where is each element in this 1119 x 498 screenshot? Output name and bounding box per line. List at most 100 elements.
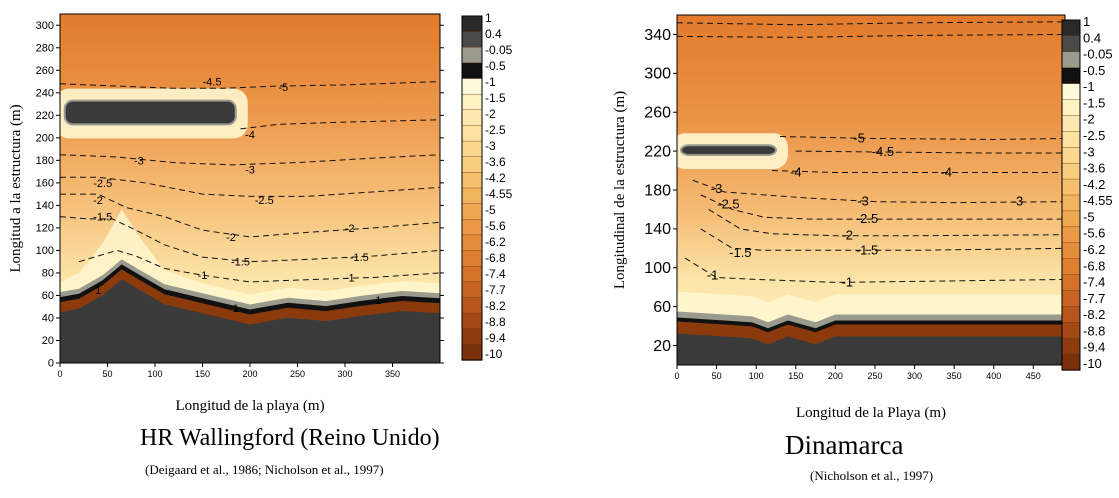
right-chart: -5-4.5-4 -4-3-3 -3-2.5-2.5-2-1.5 -1.5-1 -120…: [612, 14, 1113, 421]
left-colorbar-label: -7.4: [485, 267, 506, 281]
left-contour-label: -1: [198, 270, 208, 282]
left-colorbar-label: -1: [485, 75, 496, 89]
left-colorbar-swatch: [461, 172, 483, 189]
left-colorbar-label: -2: [485, 107, 496, 121]
right-colorbar-label: 1: [1083, 14, 1090, 29]
left-colorbar-swatch: [461, 297, 483, 314]
left-colorbar-swatch: [461, 109, 483, 127]
right-contour-label: -4.5: [872, 144, 894, 159]
left-y-tick-label: 200: [36, 133, 54, 145]
left-y-tick-label: 140: [36, 200, 54, 212]
left-colorbar-label: -6.8: [485, 251, 506, 265]
right-colorbar-label: -9.4: [1083, 340, 1105, 355]
left-contour-label: 1: [375, 295, 381, 307]
right-y-tick-label: 140: [644, 221, 671, 238]
right-x-tick-label: 100: [749, 371, 764, 381]
left-y-tick-label: 160: [36, 178, 54, 190]
left-y-tick-label: 60: [42, 290, 54, 302]
right-colorbar-label: -1.5: [1083, 95, 1105, 110]
right-y-tick-label: 100: [644, 260, 671, 277]
right-contour-label: -2.5: [717, 197, 739, 212]
left-contour-label: -4.5: [203, 77, 222, 89]
right-colorbar-swatch: [1061, 51, 1081, 69]
left-x-tick-label: 300: [337, 369, 352, 379]
left-contour-label: -5: [278, 82, 288, 94]
right-contour-line: [700, 194, 1065, 220]
right-colorbar-swatch: [1061, 115, 1081, 133]
right-x-axis-label: Longitud de la Playa (m): [796, 405, 946, 421]
left-breakwater: [63, 99, 237, 126]
right-colorbar-label: -6.8: [1083, 258, 1105, 273]
left-y-tick-label: 220: [36, 110, 54, 122]
right-contour-label: -1: [841, 274, 853, 289]
left-colorbar-label: 0.4: [485, 27, 502, 41]
left-colorbar-swatch: [461, 62, 483, 80]
left-y-tick-label: 280: [36, 42, 54, 54]
left-colorbar-swatch: [461, 187, 483, 205]
right-colorbar-swatch: [1061, 290, 1081, 308]
left-contour-label: 1: [233, 303, 239, 315]
left-y-axis-label: Longitud a la estructura (m): [8, 104, 24, 272]
left-colorbar-label: -8.2: [485, 299, 506, 313]
right-colorbar-label: -4.2: [1083, 177, 1105, 192]
left-colorbar-swatch: [461, 234, 483, 252]
right-colorbar-label: -8.8: [1083, 323, 1105, 338]
left-x-tick-label: 350: [385, 369, 400, 379]
left-colorbar-label: -4.2: [485, 171, 506, 185]
right-x-tick-label: 50: [712, 371, 722, 381]
left-colorbar-swatch: [461, 156, 483, 174]
right-contour-label: -2.5: [856, 211, 878, 226]
right-colorbar-swatch: [1061, 226, 1081, 244]
right-colorbar-label: -5.6: [1083, 226, 1105, 241]
right-colorbar-swatch: [1061, 337, 1081, 355]
left-colorbar-swatch: [461, 281, 483, 299]
right-colorbar-swatch: [1061, 162, 1081, 180]
right-contour-line: [708, 209, 1065, 237]
left-colorbar-swatch: [461, 47, 483, 64]
right-y-tick-label: 180: [644, 182, 671, 199]
left-contour-label: -1.5: [350, 252, 369, 264]
right-colorbar-label: -1: [1083, 79, 1095, 94]
left-colorbar-label: -9.4: [485, 331, 506, 345]
right-colorbar-label: -5: [1083, 209, 1095, 224]
left-colorbar-swatch: [461, 219, 483, 236]
right-x-tick-label: 400: [986, 371, 1001, 381]
left-colorbar-swatch: [461, 203, 483, 220]
right-colorbar-swatch: [1061, 194, 1081, 212]
right-depth-field: -5-4.5-4 -4-3-3 -3-2.5-2.5-2-1.5 -1.5-1 -1: [677, 15, 1065, 365]
right-colorbar-label: -0.05: [1083, 47, 1113, 62]
right-colorbar: 10.4 -0.05-0.5-1-1.5 -2-2.5-3 -3.6-4.2-4.55…: [1061, 14, 1113, 371]
right-contour-labels: -5-4.5-4 -4-3-3 -3-2.5-2.5-2-1.5 -1.5-1 -1: [707, 130, 1023, 289]
right-x-tick-label: 200: [828, 371, 843, 381]
left-colorbar-swatch: [461, 344, 483, 361]
left-contour-label: -2: [226, 232, 236, 244]
left-colorbar-label: -1.5: [485, 91, 506, 105]
right-y-tick-label: 220: [644, 143, 671, 160]
right-contour-label: -5: [853, 130, 865, 145]
left-y-tick-label: 40: [42, 313, 54, 325]
right-contour-line: [684, 257, 1065, 283]
left-colorbar-label: -0.05: [485, 43, 513, 57]
left-x-tick-label: 200: [242, 369, 257, 379]
right-colorbar-label: -3: [1083, 144, 1095, 159]
right-contour-line: [772, 170, 1065, 173]
right-colorbar-swatch: [1061, 274, 1081, 292]
left-y-tick-label: 0: [48, 358, 54, 370]
right-breakwater: [679, 144, 777, 156]
left-chart: -4.5 -5 -4 -3 -3 -2.5 -2 -2.5 -1.5 -2 -2 -1.5 -1.5 -1…: [8, 11, 513, 414]
right-colorbar-swatch: [1061, 35, 1081, 53]
right-colorbar-swatch: [1061, 131, 1081, 148]
left-colorbar-swatch: [461, 328, 483, 346]
right-colorbar-swatch: [1061, 99, 1081, 117]
right-contour-label: -3: [857, 194, 869, 209]
right-y-tick-label: 60: [653, 299, 671, 316]
left-colorbar-label: -6.2: [485, 235, 506, 249]
right-contour-line: [677, 21, 1065, 26]
left-colorbar-swatch: [461, 15, 483, 33]
right-colorbar-swatch: [1061, 147, 1081, 164]
left-contour-line: [60, 176, 440, 197]
right-contour-line: [677, 33, 1065, 38]
left-colorbar-swatch: [461, 250, 483, 267]
left-colorbar-swatch: [461, 125, 483, 142]
left-depth-field: -4.5 -5 -4 -3 -3 -2.5 -2 -2.5 -1.5 -2 -2 -1.5 -1.5 -1…: [60, 14, 440, 363]
